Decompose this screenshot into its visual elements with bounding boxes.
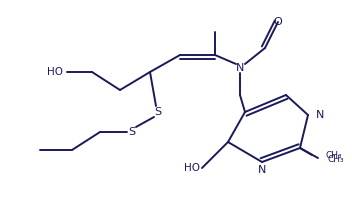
Text: O: O [274, 17, 282, 27]
Text: HO: HO [47, 67, 63, 77]
Text: CH₃: CH₃ [326, 151, 342, 160]
Text: S: S [128, 127, 136, 137]
Text: CH₃: CH₃ [328, 155, 345, 164]
Text: HO: HO [184, 163, 200, 173]
Text: N: N [236, 63, 244, 73]
Text: N: N [316, 110, 325, 120]
Text: N: N [258, 165, 266, 175]
Text: S: S [155, 107, 162, 117]
